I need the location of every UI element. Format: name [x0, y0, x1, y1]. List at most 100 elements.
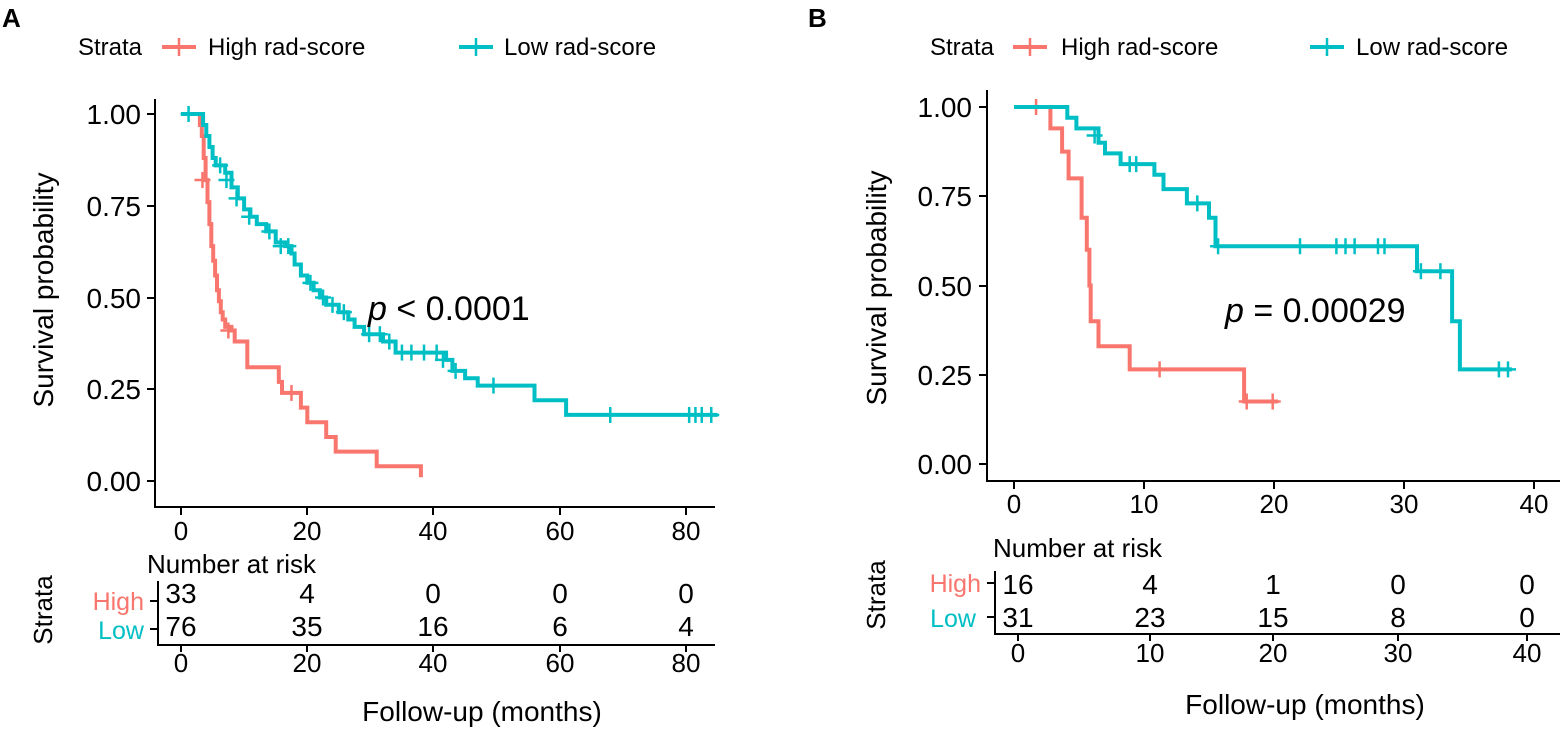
x-tick-label: 20	[293, 516, 322, 546]
censor-mark-low	[371, 326, 388, 343]
censor-mark-high	[194, 172, 211, 189]
x-axis: 0 20 40 60 80	[174, 507, 701, 546]
survival-curves	[180, 106, 720, 478]
censor-mark-low	[228, 190, 245, 207]
panel-label: B	[808, 3, 827, 33]
y-tick-label: 0.25	[87, 374, 142, 405]
risk-row-label-low: Low	[930, 605, 977, 633]
censor-mark-low	[1500, 361, 1516, 378]
panel-a: A Strata High rad-score Low rad-score 1.…	[2, 3, 720, 727]
x-axis: 0 10 20 30 40	[1007, 481, 1549, 519]
censor-mark-low	[180, 106, 197, 122]
y-tick-label: 0.25	[918, 360, 973, 391]
x-tick-label: 10	[1130, 489, 1159, 519]
risk-x-tick-label: 0	[174, 648, 188, 678]
censor-mark-high	[1238, 393, 1255, 410]
censor-mark-high	[1264, 393, 1281, 410]
risk-cell: 31	[1002, 602, 1033, 633]
censor-mark-low	[212, 157, 229, 174]
x-tick-label: 20	[1260, 489, 1289, 519]
censor-mark-low	[703, 406, 720, 423]
risk-table-ylabel: Strata	[28, 575, 58, 645]
x-tick-label: 60	[546, 516, 575, 546]
censor-mark-low	[218, 172, 235, 189]
risk-cell: 0	[1519, 602, 1535, 633]
legend-label-low: Low rad-score	[1356, 34, 1508, 61]
censor-mark-high	[283, 384, 300, 401]
x-tick-label: 40	[1520, 489, 1549, 519]
risk-row-label-low: Low	[98, 617, 145, 645]
y-axis-title: Survival probability	[28, 173, 59, 408]
censor-mark-low	[1086, 127, 1103, 144]
censor-mark-low	[381, 333, 398, 350]
censor-mark-low	[302, 274, 319, 291]
censor-mark-low	[447, 362, 464, 379]
censor-mark-low	[1210, 238, 1227, 255]
censor-mark-high	[220, 322, 237, 339]
risk-row-label-high: High	[93, 588, 144, 616]
risk-x-tick-label: 20	[1259, 638, 1288, 668]
risk-cell: 23	[1134, 602, 1165, 633]
x-tick-label: 0	[174, 516, 188, 546]
risk-table-axes	[157, 581, 715, 646]
censor-mark-low	[1128, 156, 1145, 173]
censor-mark-low	[1292, 238, 1308, 255]
x-tick-label: 40	[419, 516, 448, 546]
censor-mark-low	[1189, 195, 1206, 212]
y-axis: 1.00 0.75 0.50 0.25 0.00	[87, 99, 155, 497]
censor-mark-high	[1151, 361, 1168, 378]
p-value: p = 0.00029	[1224, 292, 1406, 330]
censor-mark-low	[324, 296, 341, 313]
plot-axes	[986, 90, 1560, 482]
censor-mark-low	[434, 351, 451, 368]
censor-mark-low	[1376, 238, 1393, 255]
legend-title: Strata	[930, 34, 995, 61]
legend-label-low: Low rad-score	[504, 34, 656, 61]
risk-table: Number at risk Strata High Low 33 4 0 0 …	[28, 549, 715, 727]
risk-cell: 35	[291, 611, 322, 642]
y-tick-label: 0.00	[918, 449, 973, 480]
survival-curve-high	[1014, 105, 1278, 404]
y-tick-label: 0.00	[87, 466, 142, 497]
risk-cell: 8	[1390, 602, 1406, 633]
censor-mark-low	[315, 289, 332, 306]
risk-table-title: Number at risk	[993, 533, 1163, 563]
risk-table-axes	[994, 571, 1560, 635]
y-tick-label: 0.50	[918, 271, 973, 302]
censor-mark-low	[261, 223, 278, 240]
risk-x-tick-label: 60	[546, 648, 575, 678]
y-axis-title: Survival probability	[861, 171, 892, 406]
panel-label: A	[2, 3, 21, 33]
censor-mark-low	[602, 406, 619, 423]
x-axis-title: Follow-up (months)	[362, 696, 602, 727]
risk-cell: 1	[1265, 569, 1281, 600]
risk-row-label-high: High	[930, 570, 981, 598]
p-value: p < 0.0001	[367, 290, 530, 328]
risk-x-tick-label: 10	[1136, 638, 1165, 668]
legend: Strata High rad-score Low rad-score	[78, 34, 656, 61]
y-tick-label: 0.50	[87, 283, 142, 314]
plot-axes	[154, 99, 715, 508]
risk-x-tick-label: 0	[1011, 638, 1025, 668]
x-tick-label: 30	[1390, 489, 1419, 519]
censor-mark-low	[335, 304, 352, 321]
panel-b: B Strata High rad-score Low rad-score 1.…	[808, 3, 1560, 720]
risk-cell: 4	[299, 578, 315, 609]
legend: Strata High rad-score Low rad-score	[930, 34, 1508, 61]
censor-mark-low	[485, 377, 502, 394]
x-tick-label: 80	[672, 516, 701, 546]
risk-cell: 33	[165, 578, 196, 609]
risk-x-tick-label: 30	[1384, 638, 1413, 668]
y-tick-label: 0.75	[87, 191, 142, 222]
survival-curves	[1014, 99, 1516, 410]
risk-table: Number at risk Strata High Low 16 4 1 0 …	[861, 533, 1560, 720]
censor-mark-low	[241, 208, 258, 225]
y-tick-label: 0.75	[918, 181, 973, 212]
censor-mark-low	[1432, 263, 1449, 280]
risk-cell: 4	[1142, 569, 1158, 600]
censor-mark-low	[1346, 238, 1363, 255]
risk-cell: 0	[678, 578, 694, 609]
risk-table-ylabel: Strata	[861, 560, 891, 630]
censor-mark-low	[280, 238, 297, 255]
risk-cell: 16	[417, 611, 448, 642]
